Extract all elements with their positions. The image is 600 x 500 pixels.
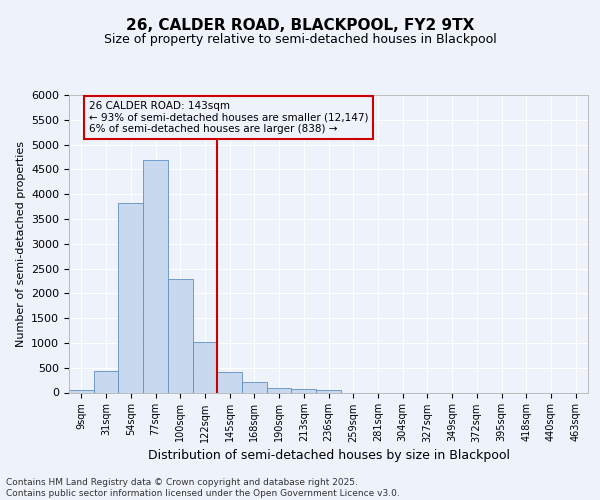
Bar bbox=[267, 388, 292, 392]
Bar bbox=[118, 203, 143, 392]
Bar bbox=[193, 342, 217, 392]
Bar bbox=[217, 372, 242, 392]
Bar bbox=[143, 160, 168, 392]
Bar bbox=[168, 279, 193, 392]
Bar bbox=[292, 389, 316, 392]
Bar bbox=[316, 390, 341, 392]
X-axis label: Distribution of semi-detached houses by size in Blackpool: Distribution of semi-detached houses by … bbox=[148, 448, 509, 462]
Text: Size of property relative to semi-detached houses in Blackpool: Size of property relative to semi-detach… bbox=[104, 32, 496, 46]
Text: 26, CALDER ROAD, BLACKPOOL, FY2 9TX: 26, CALDER ROAD, BLACKPOOL, FY2 9TX bbox=[126, 18, 474, 34]
Y-axis label: Number of semi-detached properties: Number of semi-detached properties bbox=[16, 141, 26, 347]
Text: Contains HM Land Registry data © Crown copyright and database right 2025.
Contai: Contains HM Land Registry data © Crown c… bbox=[6, 478, 400, 498]
Text: 26 CALDER ROAD: 143sqm
← 93% of semi-detached houses are smaller (12,147)
6% of : 26 CALDER ROAD: 143sqm ← 93% of semi-det… bbox=[89, 101, 368, 134]
Bar bbox=[242, 382, 267, 392]
Bar bbox=[94, 370, 118, 392]
Bar bbox=[69, 390, 94, 392]
